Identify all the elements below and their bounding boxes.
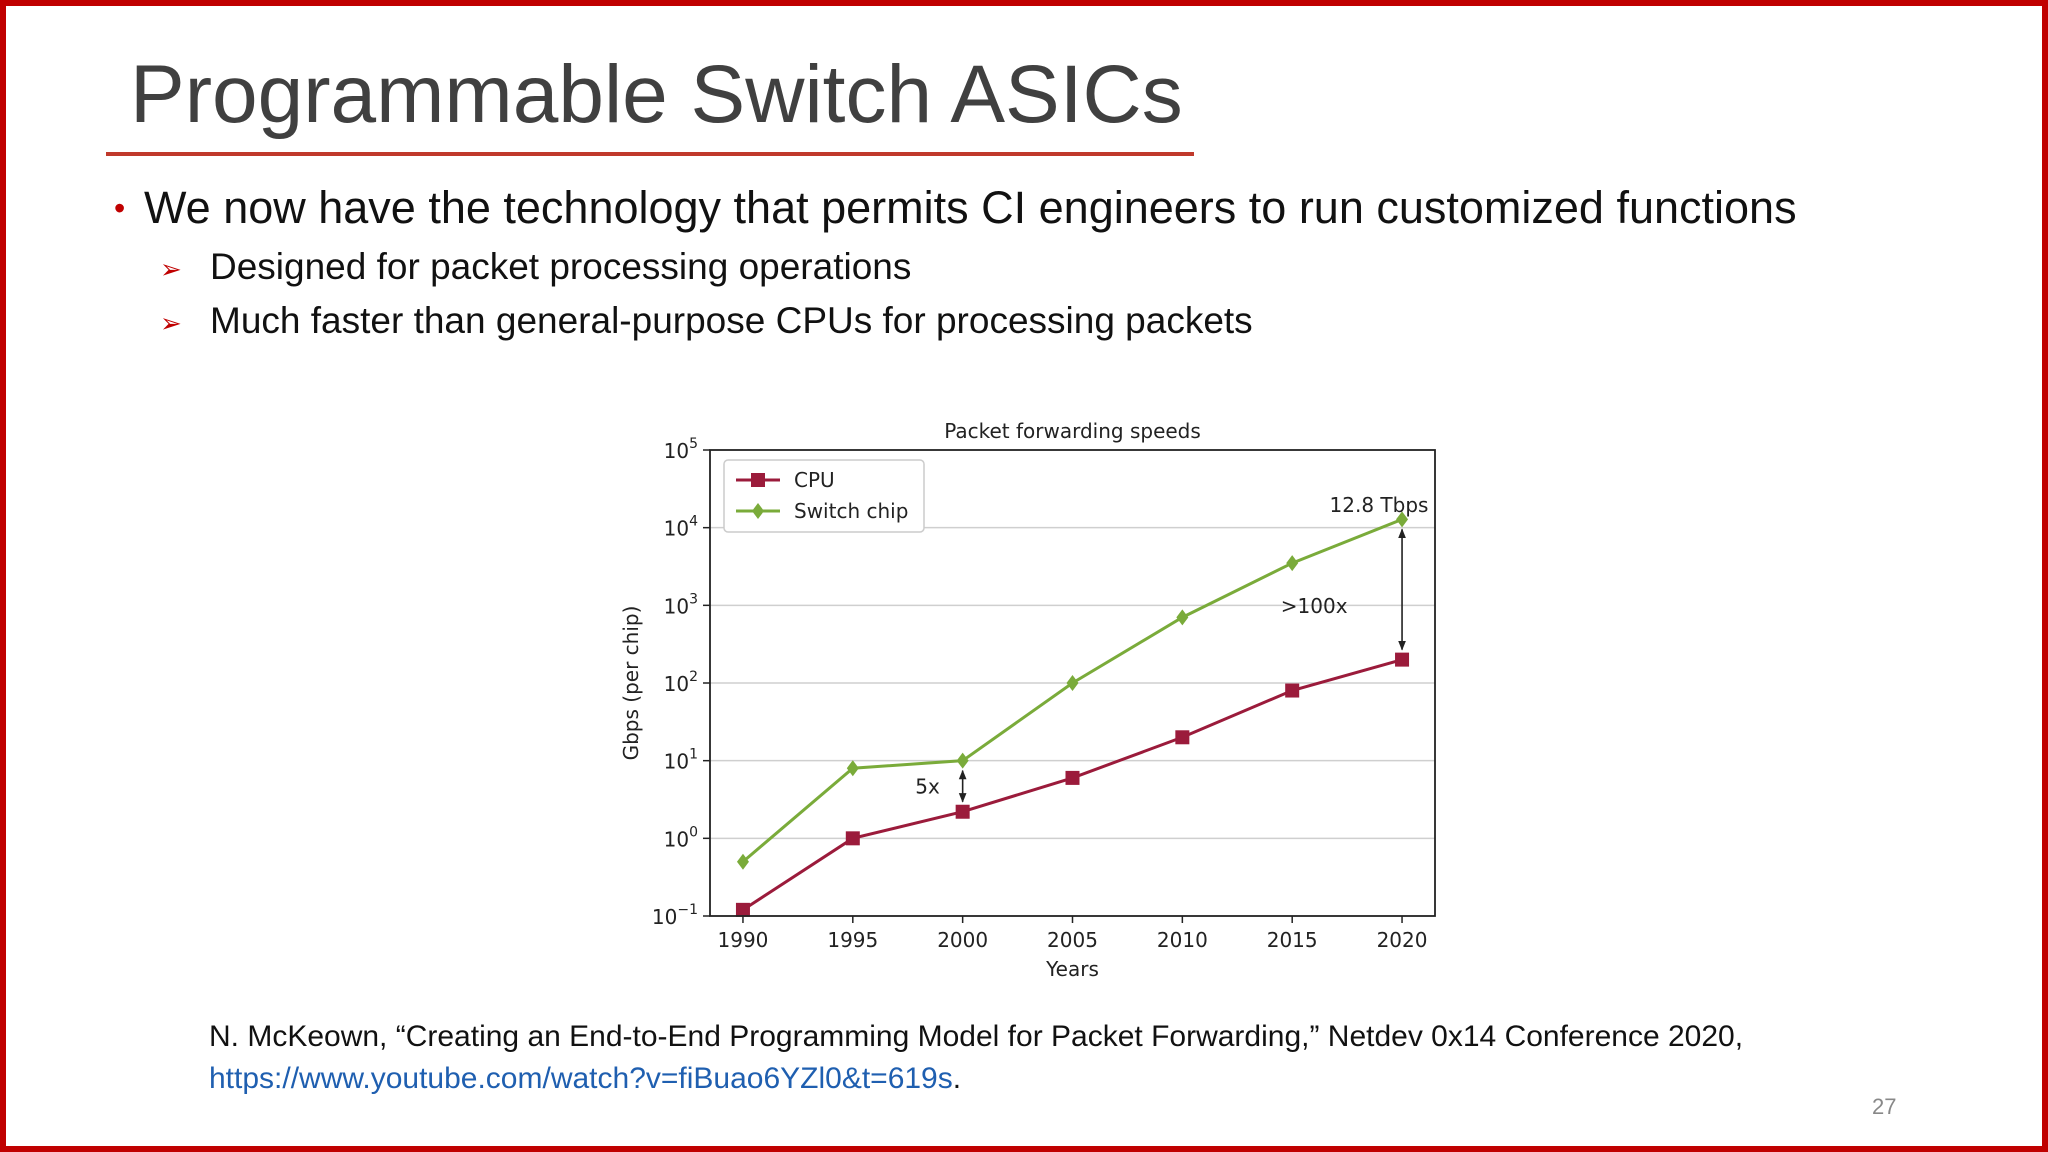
sub-bullet-text: Much faster than general-purpose CPUs fo… — [210, 300, 1253, 341]
y-tick-exponent: 3 — [689, 591, 698, 607]
legend: CPU Switch chip — [723, 459, 925, 533]
page-number: 27 — [1872, 1094, 1897, 1119]
data-point-cpu — [845, 831, 860, 846]
legend-marker — [752, 503, 764, 519]
data-point-cpu — [1395, 652, 1410, 667]
arrow-bullet-icon: ➢ — [160, 308, 182, 338]
y-tick-label: 104 — [664, 514, 698, 541]
chart-annotation: 12.8 Tbps — [1330, 493, 1429, 517]
x-tick-label: 2000 — [937, 928, 988, 952]
plot-frame — [709, 449, 1436, 917]
data-point-switch-chip — [956, 752, 969, 769]
data-point-switch-chip — [1176, 609, 1189, 626]
legend-box — [723, 459, 925, 533]
y-tick-exponent: 4 — [689, 514, 698, 530]
citation-text: N. McKeown, “Creating an End-to-End Prog… — [209, 1020, 1744, 1053]
data-point-switch-chip — [736, 853, 749, 870]
data-point-cpu — [1175, 730, 1190, 745]
x-tick-label: 1990 — [718, 928, 769, 952]
y-tick-label: 101 — [664, 747, 698, 774]
arrow-bullet-icon: ➢ — [160, 254, 182, 284]
y-tick-exponent: 0 — [689, 824, 698, 840]
x-tick-label: 2015 — [1267, 928, 1318, 952]
chart-annotation: >100x — [1281, 594, 1348, 618]
y-tick-exponent: 5 — [689, 436, 698, 452]
y-tick-label: 105 — [664, 436, 698, 463]
data-point-switch-chip — [1066, 675, 1079, 691]
slide-title: Programmable Switch ASICs — [130, 49, 1183, 140]
y-tick-exponent: 2 — [689, 669, 698, 685]
x-tick-label: 1995 — [827, 928, 878, 952]
data-point-cpu — [1285, 683, 1300, 698]
y-tick-exponent: −1 — [677, 902, 698, 918]
chart-annotation: 5x — [915, 774, 940, 798]
legend-marker — [751, 473, 765, 487]
bullet-dot-icon: • — [114, 190, 126, 226]
title-underline — [106, 152, 1194, 156]
x-tick-label: 2010 — [1157, 928, 1208, 952]
y-axis-label: Gbps (per chip) — [619, 606, 643, 761]
y-tick-label: 102 — [664, 669, 698, 696]
data-point-cpu — [1065, 770, 1080, 785]
data-point-switch-chip — [846, 760, 859, 777]
x-tick-label: 2020 — [1377, 928, 1428, 952]
citation-link[interactable]: https://www.youtube.com/watch?v=fiBuao6Y… — [209, 1062, 953, 1095]
data-point-cpu — [955, 804, 970, 819]
x-axis-label: Years — [1045, 957, 1099, 981]
data-point-cpu — [735, 902, 750, 917]
data-point-switch-chip — [1396, 511, 1409, 528]
y-tick-label: 100 — [664, 824, 698, 851]
y-tick-label: 103 — [664, 591, 698, 618]
main-bullet-text: We now have the technology that permits … — [144, 182, 1797, 233]
legend-label: Switch chip — [794, 499, 908, 523]
y-tick-label: 10−1 — [652, 902, 698, 929]
data-point-switch-chip — [1286, 555, 1299, 572]
x-tick-label: 2005 — [1047, 928, 1098, 952]
sub-bullet-text: Designed for packet processing operation… — [210, 246, 912, 287]
citation-period: . — [952, 1062, 962, 1095]
y-tick-exponent: 1 — [689, 747, 698, 763]
chart-title: Packet forwarding speeds — [944, 419, 1201, 443]
legend-label: CPU — [794, 468, 835, 492]
citation: N. McKeown, “Creating an End-to-End Prog… — [209, 1016, 1743, 1100]
